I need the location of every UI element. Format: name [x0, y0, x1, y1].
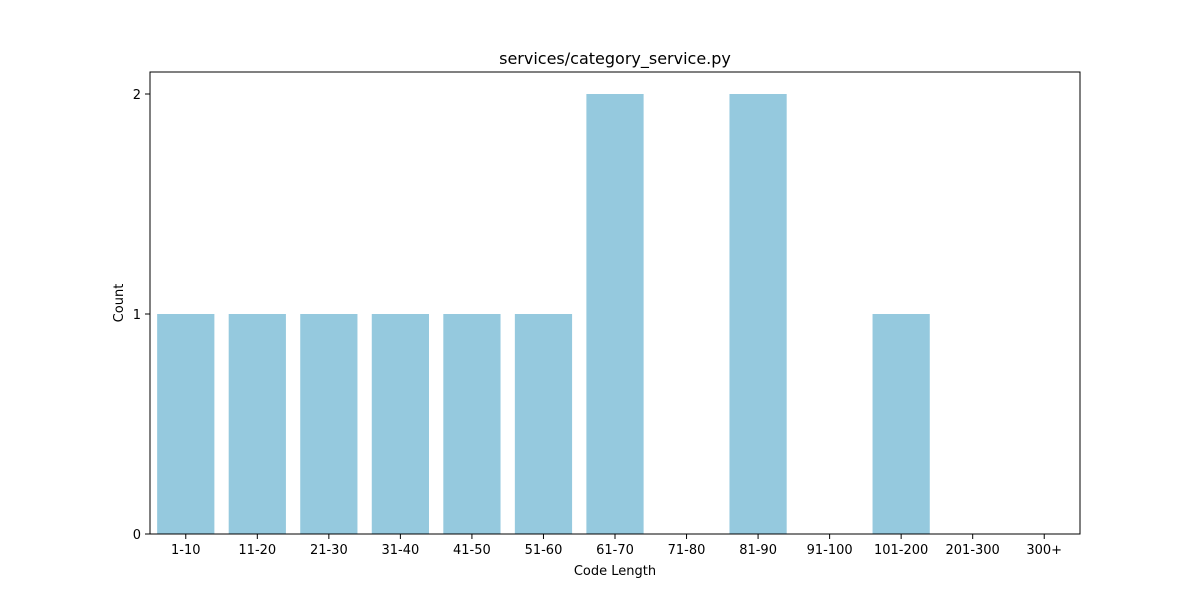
bar-31-40	[371, 314, 429, 534]
bar-1-10	[157, 314, 215, 534]
y-axis-ticks: 0 1 2	[133, 88, 150, 543]
x-tick-label: 41-50	[453, 543, 491, 558]
x-axis-label: Code Length	[574, 564, 656, 579]
bar-101-200	[872, 314, 930, 534]
bar-21-30	[300, 314, 358, 534]
x-tick-label: 31-40	[381, 543, 419, 558]
chart-title: services/category_service.py	[499, 49, 731, 69]
x-axis-ticks: 1-10 11-20 21-30 31-40 41-50 51-60 61-70 71-80 8…	[171, 534, 1062, 558]
x-tick-label: 61-70	[596, 543, 634, 558]
bar-81-90	[729, 94, 787, 534]
x-tick-label: 201-300	[946, 543, 1000, 558]
x-tick-label: 51-60	[525, 543, 563, 558]
x-tick-label: 81-90	[739, 543, 777, 558]
y-tick-label: 2	[133, 88, 141, 103]
y-tick-label: 1	[133, 308, 141, 323]
x-tick-label: 1-10	[171, 543, 201, 558]
x-tick-label: 101-200	[874, 543, 928, 558]
x-tick-label: 91-100	[807, 543, 853, 558]
bar-11-20	[228, 314, 286, 534]
plot-frame	[149, 71, 1081, 535]
x-tick-label: 71-80	[668, 543, 706, 558]
x-tick-label: 11-20	[238, 543, 276, 558]
y-tick-label: 0	[133, 528, 141, 543]
y-axis-label: Count	[112, 284, 127, 323]
x-tick-label: 21-30	[310, 543, 348, 558]
bar-51-60	[514, 314, 573, 534]
bar-61-70	[586, 94, 644, 534]
x-tick-label: 300+	[1026, 543, 1062, 558]
bars-layer	[157, 94, 930, 534]
bar-41-50	[443, 314, 501, 534]
